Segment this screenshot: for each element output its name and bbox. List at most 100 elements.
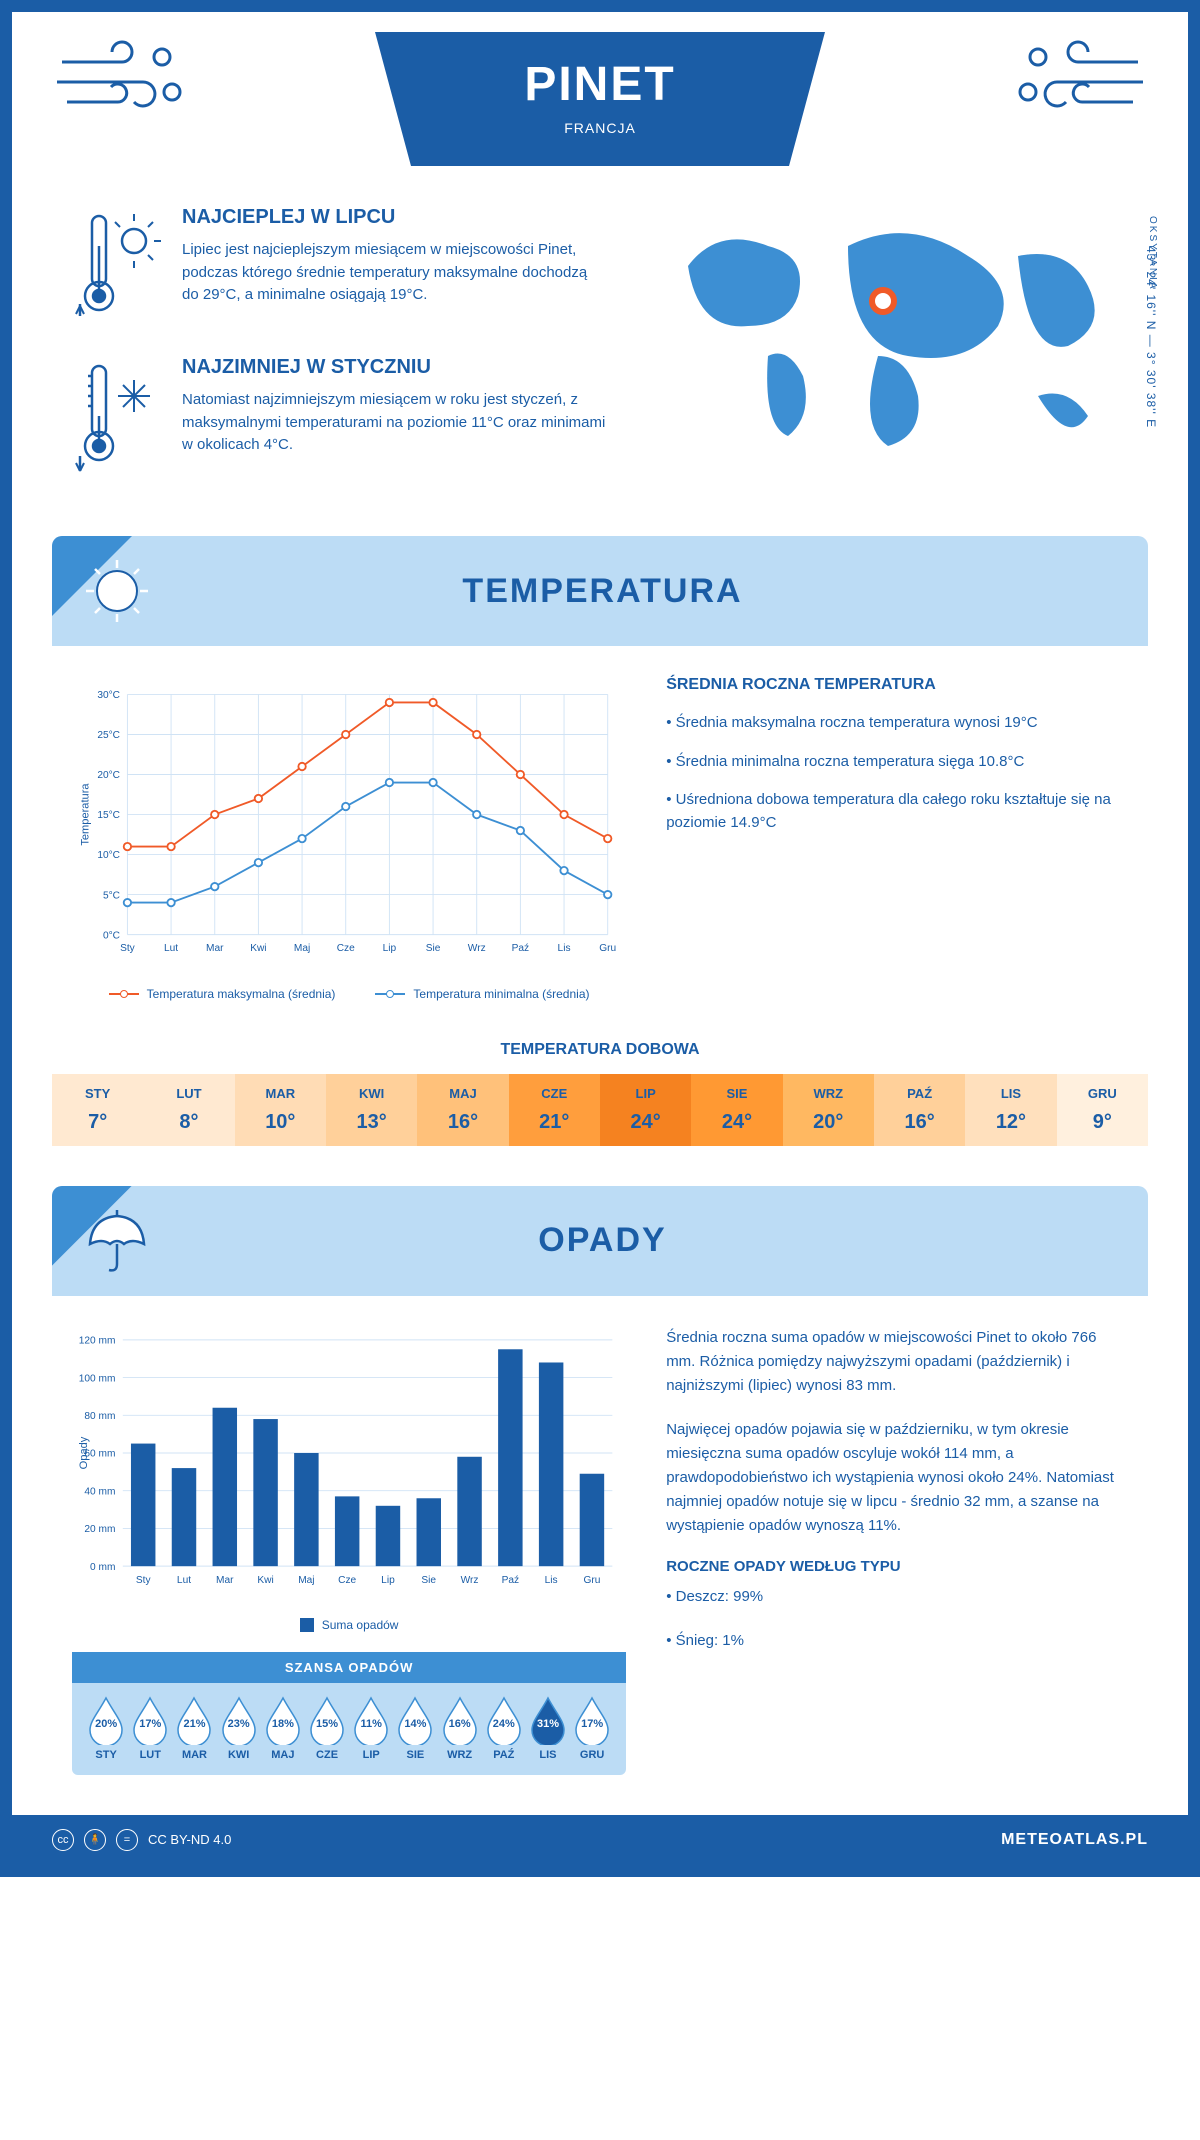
temperature-chart: 0°C5°C10°C15°C20°C25°C30°CStyLutMarKwiMa… xyxy=(72,676,626,1001)
chance-drop: 11% LIP xyxy=(349,1695,393,1761)
precip-section-title: OPADY xyxy=(177,1221,1118,1260)
temp-bullet-1: • Średnia maksymalna roczna temperatura … xyxy=(666,712,1128,735)
temp-bullet-3: • Uśredniona dobowa temperatura dla całe… xyxy=(666,789,1128,834)
warmest-text: Lipiec jest najcieplejszym miesiącem w m… xyxy=(182,239,608,307)
coldest-text: Natomiast najzimniejszym miesiącem w rok… xyxy=(182,389,608,457)
daily-temp-cell: MAJ16° xyxy=(417,1074,508,1146)
svg-text:Sie: Sie xyxy=(421,1574,436,1585)
svg-text:Gru: Gru xyxy=(583,1574,600,1585)
svg-text:Lut: Lut xyxy=(177,1574,191,1585)
by-icon: 🧍 xyxy=(84,1829,106,1851)
page-footer: cc 🧍 = CC BY-ND 4.0 METEOATLAS.PL xyxy=(12,1815,1188,1865)
chance-drop: 16% WRZ xyxy=(438,1695,482,1761)
svg-text:Temperatura: Temperatura xyxy=(80,783,92,846)
chance-drop: 15% CZE xyxy=(305,1695,349,1761)
svg-text:Cze: Cze xyxy=(338,1574,356,1585)
svg-text:Kwi: Kwi xyxy=(257,1574,273,1585)
title-banner: PINET FRANCJA xyxy=(375,32,825,166)
svg-text:Opady: Opady xyxy=(78,1436,90,1469)
daily-temp-cell: GRU9° xyxy=(1057,1074,1148,1146)
precip-type-1: • Deszcz: 99% xyxy=(666,1585,1128,1609)
thermometer-snow-icon xyxy=(72,356,162,476)
daily-temp-cell: MAR10° xyxy=(235,1074,326,1146)
svg-text:100 mm: 100 mm xyxy=(79,1373,116,1384)
chance-drop: 24% PAŹ xyxy=(482,1695,526,1761)
legend-min: .legend-item:nth-child(2) .legend-swatch… xyxy=(375,987,589,1001)
daily-temp-cell: WRZ20° xyxy=(783,1074,874,1146)
world-map-icon xyxy=(648,206,1128,466)
temp-section-title: TEMPERATURA xyxy=(177,572,1118,611)
chance-drop: 14% SIE xyxy=(393,1695,437,1761)
svg-text:0°C: 0°C xyxy=(103,930,120,941)
chance-drop: 17% LUT xyxy=(128,1695,172,1761)
svg-text:Sty: Sty xyxy=(120,943,136,954)
legend-precip: Suma opadów xyxy=(300,1618,399,1632)
map-panel: OKSYTANIA 43° 24' 16'' N — 3° 30' 38'' E xyxy=(648,206,1128,506)
coldest-block: NAJZIMNIEJ W STYCZNIU Natomiast najzimni… xyxy=(72,356,608,476)
cc-icon: cc xyxy=(52,1829,74,1851)
site-name: METEOATLAS.PL xyxy=(1001,1831,1148,1849)
svg-text:Cze: Cze xyxy=(337,943,355,954)
coordinates: 43° 24' 16'' N — 3° 30' 38'' E xyxy=(1144,246,1158,428)
svg-text:Kwi: Kwi xyxy=(250,943,266,954)
chance-drop: 23% KWI xyxy=(217,1695,261,1761)
thermometer-sun-icon xyxy=(72,206,162,326)
svg-text:Maj: Maj xyxy=(298,1574,314,1585)
precip-summary: Średnia roczna suma opadów w miejscowośc… xyxy=(666,1326,1128,1775)
svg-text:Lis: Lis xyxy=(558,943,571,954)
chance-drop: 18% MAJ xyxy=(261,1695,305,1761)
svg-text:0 mm: 0 mm xyxy=(90,1561,115,1572)
svg-text:Lut: Lut xyxy=(164,943,178,954)
svg-text:Paź: Paź xyxy=(512,943,529,954)
svg-text:Mar: Mar xyxy=(206,943,224,954)
daily-temp-cell: STY7° xyxy=(52,1074,143,1146)
svg-text:Sty: Sty xyxy=(136,1574,152,1585)
precip-para-1: Średnia roczna suma opadów w miejscowośc… xyxy=(666,1326,1128,1398)
svg-text:Lip: Lip xyxy=(383,943,397,954)
svg-text:20 mm: 20 mm xyxy=(84,1524,115,1535)
overview-row: NAJCIEPLEJ W LIPCU Lipiec jest najcieple… xyxy=(12,166,1188,536)
precipitation-chart: 0 mm20 mm40 mm60 mm80 mm100 mm120 mmStyL… xyxy=(72,1326,626,1603)
svg-text:Wrz: Wrz xyxy=(461,1574,479,1585)
daily-temp-cell: KWI13° xyxy=(326,1074,417,1146)
daily-temp-title: TEMPERATURA DOBOWA xyxy=(12,1041,1188,1059)
svg-text:30°C: 30°C xyxy=(97,690,120,701)
chance-box: SZANSA OPADÓW 20% STY 17% LUT 21% MAR 23… xyxy=(72,1652,626,1775)
svg-text:20°C: 20°C xyxy=(97,770,120,781)
temp-section-header: TEMPERATURA xyxy=(52,536,1148,646)
svg-text:5°C: 5°C xyxy=(103,890,120,901)
wind-icon-right xyxy=(1008,32,1148,132)
city-name: PINET xyxy=(475,57,725,112)
svg-text:10°C: 10°C xyxy=(97,850,120,861)
daily-temp-table: STY7°LUT8°MAR10°KWI13°MAJ16°CZE21°LIP24°… xyxy=(52,1074,1148,1146)
page-header: PINET FRANCJA xyxy=(12,12,1188,166)
precip-para-2: Najwięcej opadów pojawia się w październ… xyxy=(666,1418,1128,1538)
svg-text:40 mm: 40 mm xyxy=(84,1486,115,1497)
svg-text:Gru: Gru xyxy=(599,943,616,954)
chance-title: SZANSA OPADÓW xyxy=(72,1652,626,1683)
daily-temp-cell: SIE24° xyxy=(691,1074,782,1146)
svg-text:25°C: 25°C xyxy=(97,730,120,741)
svg-text:Sie: Sie xyxy=(426,943,441,954)
temp-bullet-2: • Średnia minimalna roczna temperatura s… xyxy=(666,751,1128,774)
legend-max: .legend-item:nth-child(1) .legend-swatch… xyxy=(109,987,336,1001)
svg-text:80 mm: 80 mm xyxy=(84,1411,115,1422)
svg-text:120 mm: 120 mm xyxy=(79,1335,116,1346)
precip-section-header: OPADY xyxy=(52,1186,1148,1296)
daily-temp-cell: LIS12° xyxy=(965,1074,1056,1146)
svg-text:Mar: Mar xyxy=(216,1574,234,1585)
daily-temp-cell: CZE21° xyxy=(509,1074,600,1146)
precip-type-title: ROCZNE OPADY WEDŁUG TYPU xyxy=(666,1558,1128,1575)
svg-text:Lis: Lis xyxy=(545,1574,558,1585)
daily-temp-cell: PAŹ16° xyxy=(874,1074,965,1146)
license-text: CC BY-ND 4.0 xyxy=(148,1832,231,1847)
warmest-title: NAJCIEPLEJ W LIPCU xyxy=(182,206,608,229)
nd-icon: = xyxy=(116,1829,138,1851)
chance-drop: 31% LIS xyxy=(526,1695,570,1761)
warmest-block: NAJCIEPLEJ W LIPCU Lipiec jest najcieple… xyxy=(72,206,608,326)
temp-summary: ŚREDNIA ROCZNA TEMPERATURA • Średnia mak… xyxy=(666,676,1128,1001)
daily-temp-cell: LIP24° xyxy=(600,1074,691,1146)
country-name: FRANCJA xyxy=(475,120,725,136)
svg-text:Paź: Paź xyxy=(502,1574,520,1585)
chance-drop: 17% GRU xyxy=(570,1695,614,1761)
